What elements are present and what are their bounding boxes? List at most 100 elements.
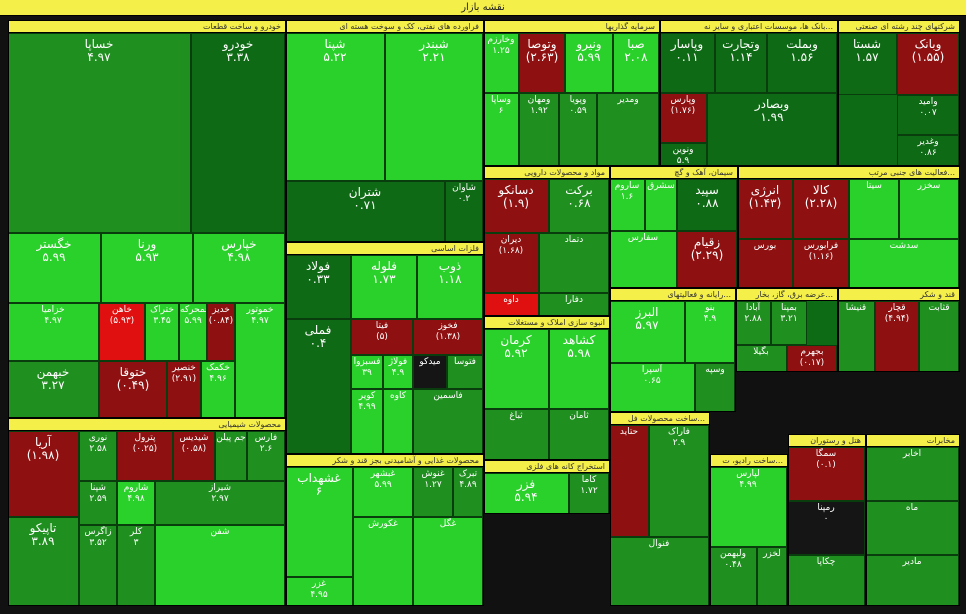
symbol-tile[interactable]: کاوه <box>383 389 413 453</box>
symbol-tile[interactable]: بنو ۴.۹ <box>685 301 735 363</box>
sector-header[interactable]: قند و شکر <box>839 289 959 301</box>
symbol-tile[interactable]: بجهرم (۰.۱۷) <box>787 345 837 371</box>
symbol-tile[interactable]: سدشت <box>849 239 959 287</box>
symbol-tile[interactable]: قچار (۴.۹۴) <box>875 301 919 371</box>
symbol-tile[interactable]: کویر ۴.۹۹ <box>351 389 383 453</box>
sector-header[interactable]: استخراج کانه های فلزی <box>485 461 609 473</box>
symbol-tile[interactable]: حتاید <box>611 425 649 537</box>
symbol-tile[interactable]: شستا ۱.۵۷ <box>839 33 897 95</box>
symbol-tile[interactable]: شاروم ۴.۹۸ <box>117 481 155 525</box>
symbol-tile[interactable]: پترول (۰.۲۵) <box>117 431 173 481</box>
symbol-tile[interactable]: شتران ۰.۷۱ <box>287 181 445 241</box>
sector-header[interactable]: محصولات غذایی و آشامیدنی بجز قند و شکر <box>287 455 483 467</box>
symbol-tile[interactable]: قنیشا <box>839 301 875 371</box>
symbol-tile[interactable]: وامید ۰.۰۷ <box>897 95 959 135</box>
symbol-tile[interactable]: آریا (۱.۹۸) <box>9 431 79 517</box>
symbol-tile[interactable]: چکاپا <box>789 555 865 605</box>
symbol-tile[interactable]: صبا ۲.۰۸ <box>613 33 659 93</box>
sector-header[interactable]: انبوه سازی املاک و مستغلات <box>485 317 609 329</box>
symbol-tile[interactable]: وخارزم ۱.۲۵ <box>485 33 519 93</box>
symbol-tile[interactable]: فولاد ۰.۳۳ <box>287 255 351 319</box>
sector-header[interactable]: عرضه برق، گاز، بخار... <box>737 289 837 301</box>
symbol-tile[interactable]: وتجارت ۱.۱۴ <box>715 33 767 93</box>
symbol-tile[interactable]: قثابت <box>919 301 959 371</box>
symbol-tile[interactable]: شپنا ۲.۵۹ <box>79 481 117 525</box>
symbol-tile[interactable]: سخزر <box>899 179 959 239</box>
symbol-tile[interactable]: نوری ۲.۵۸ <box>79 431 117 481</box>
symbol-tile[interactable]: کرمان ۵.۹۲ <box>485 329 549 409</box>
symbol-tile[interactable]: لپارس ۴.۹۹ <box>711 467 787 547</box>
symbol-tile[interactable]: دتماد <box>539 233 609 293</box>
symbol-tile[interactable]: سشرق <box>645 179 677 231</box>
symbol-tile[interactable]: وبصادر ۱.۹۹ <box>707 93 837 165</box>
symbol-tile[interactable]: ساروم ۱.۶ <box>611 179 645 231</box>
symbol-tile[interactable]: آسپرا ۰.۶۵ <box>611 363 695 411</box>
symbol-tile[interactable]: فاسمین <box>413 389 483 453</box>
symbol-tile[interactable]: مادیر <box>867 555 959 605</box>
symbol-tile[interactable]: ورنا ۵.۹۳ <box>101 233 193 303</box>
sector-header[interactable]: فلزات اساسی <box>287 243 483 255</box>
symbol-tile[interactable]: ومدیر <box>597 93 659 165</box>
symbol-tile[interactable]: اخابر <box>867 447 959 501</box>
symbol-tile[interactable]: فنوال <box>611 537 709 605</box>
symbol-tile[interactable]: انرژی (۱.۴۳) <box>739 179 793 239</box>
symbol-tile[interactable]: ومهان ۱.۹۲ <box>519 93 559 165</box>
symbol-tile[interactable]: بورس <box>739 239 793 287</box>
symbol-tile[interactable]: خاهن (۵.۹۳) <box>99 303 145 361</box>
symbol-tile[interactable]: وتوصا (۲.۶۳) <box>519 33 565 93</box>
symbol-tile[interactable]: برکت ۰.۶۸ <box>549 179 609 233</box>
symbol-tile[interactable]: فارس ۲.۶ <box>247 431 285 481</box>
symbol-tile[interactable]: البرز ۵.۹۷ <box>611 301 685 363</box>
symbol-tile[interactable]: غشهداب ۶ <box>287 467 353 577</box>
symbol-tile[interactable]: خپارس ۴.۹۸ <box>193 233 285 303</box>
symbol-tile[interactable]: وبانک (۱.۵۵) <box>897 33 959 95</box>
symbol-tile[interactable]: غزر ۴.۹۵ <box>287 577 353 605</box>
symbol-tile[interactable]: لخزر <box>757 547 787 605</box>
symbol-tile[interactable]: فملی ۰.۴ <box>287 319 351 453</box>
symbol-tile[interactable]: ونیرو ۵.۹۹ <box>565 33 613 93</box>
symbol-tile[interactable]: وسپه <box>695 363 735 411</box>
sector-header[interactable]: مواد و محصولات دارویی <box>485 167 609 179</box>
symbol-tile[interactable]: خودرو ۳.۳۸ <box>191 33 285 233</box>
symbol-tile[interactable]: فزر ۵.۹۴ <box>485 473 569 513</box>
symbol-tile[interactable]: غبشهر ۵.۹۹ <box>353 467 413 517</box>
sector-header[interactable]: سرمایه گذاریها <box>485 21 659 33</box>
symbol-tile[interactable]: فلوله ۱.۷۳ <box>351 255 417 319</box>
symbol-tile[interactable]: غنوش ۱.۲۷ <box>413 467 453 517</box>
symbol-tile[interactable]: سیتا <box>849 179 899 239</box>
symbol-tile[interactable]: خدیز (۰.۸۴) <box>207 303 235 361</box>
symbol-tile[interactable]: سپید ۰.۸۸ <box>677 179 737 231</box>
symbol-tile[interactable]: وساپا ۶ <box>485 93 519 165</box>
symbol-tile[interactable]: وبملت ۱.۵۶ <box>767 33 837 93</box>
sector-header[interactable]: بانک ها، موسسات اعتباری و سایر نه... <box>661 21 837 33</box>
symbol-tile[interactable]: کشاهد ۵.۹۸ <box>549 329 609 409</box>
symbol-tile[interactable]: شیدیس (۰.۵۸) <box>173 431 215 481</box>
symbol-tile[interactable]: غکورش <box>353 517 413 605</box>
symbol-tile[interactable]: ذوب ۱.۱۸ <box>417 255 483 319</box>
symbol-tile[interactable]: خکمک ۴.۹۶ <box>201 361 235 417</box>
symbol-tile[interactable]: ماه <box>867 501 959 555</box>
sector-header[interactable]: محصولات شیمیایی <box>9 419 285 431</box>
symbol-tile[interactable]: خموتور ۴.۹۷ <box>235 303 285 417</box>
symbol-tile[interactable]: فسبزوا ۳۹ <box>351 355 383 389</box>
symbol-tile[interactable]: زقیام (۲.۲۹) <box>677 231 737 287</box>
symbol-tile[interactable]: فاراک ۲.۹ <box>649 425 709 537</box>
sector-header[interactable]: شرکتهای چند رشته ای صنعتی <box>839 21 959 33</box>
symbol-tile[interactable]: داوه <box>485 293 539 315</box>
symbol-tile[interactable]: ختوقا (۰.۴۹) <box>99 361 167 417</box>
symbol-tile[interactable]: کالا (۲.۲۸) <box>793 179 849 239</box>
symbol-tile[interactable]: خگستر ۵.۹۹ <box>9 233 101 303</box>
symbol-tile[interactable]: زاگرس ۳.۵۲ <box>79 525 117 605</box>
symbol-tile[interactable]: خنصیر (۲.۹۱) <box>167 361 201 417</box>
symbol-tile[interactable]: وپاسار ۰.۱۱ <box>661 33 715 93</box>
symbol-tile[interactable]: تبرک ۴.۸۹ <box>453 467 483 517</box>
sector-header[interactable]: هتل و رستوران <box>789 435 865 447</box>
symbol-tile[interactable]: آبادا ۲.۸۸ <box>737 301 771 345</box>
symbol-tile[interactable]: فرابورس (۱.۱۶) <box>793 239 849 287</box>
symbol-tile[interactable]: تاپیکو ۳.۸۹ <box>9 517 79 605</box>
symbol-tile[interactable]: فتوسا <box>447 355 483 389</box>
sector-header[interactable]: ساخت محصولات فل... <box>611 413 709 425</box>
symbol-tile[interactable]: سمگا (۰.۱) <box>789 447 865 501</box>
symbol-tile[interactable]: دفارا <box>539 293 609 315</box>
sector-header[interactable]: فعالیت های جنبی مرتب... <box>739 167 959 179</box>
